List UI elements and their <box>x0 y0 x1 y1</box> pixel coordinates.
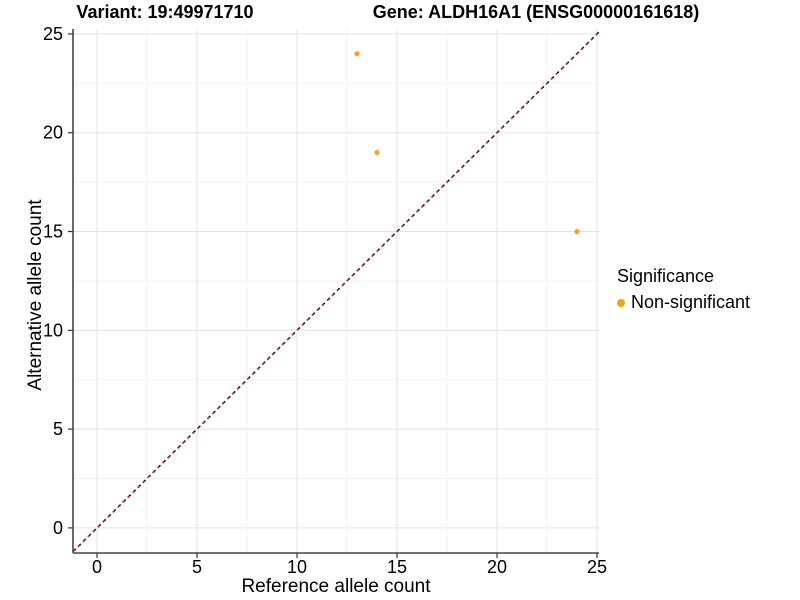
gene-title: Gene: ALDH16A1 (ENSG00000161618) <box>372 2 700 22</box>
y-tick-label: 15 <box>43 222 63 242</box>
y-axis-title: Alternative allele count <box>25 199 46 391</box>
data-point <box>574 228 580 235</box>
data-point <box>354 51 360 57</box>
y-tick-label: 25 <box>43 24 63 44</box>
legend-point-swatch <box>617 298 625 307</box>
legend-item: Non-significant <box>617 292 750 313</box>
x-tick-label: 10 <box>287 557 307 577</box>
legend-items: Non-significant <box>617 292 750 313</box>
identity-line-red-dashes <box>72 31 600 553</box>
legend-item-label: Non-significant <box>631 292 751 312</box>
x-tick-label: 0 <box>92 557 102 577</box>
x-tick-label: 5 <box>192 557 202 577</box>
x-axis-title: Reference allele count <box>241 576 431 597</box>
y-tick-label: 5 <box>53 419 63 439</box>
data-point <box>374 149 380 156</box>
y-tick-label: 20 <box>43 123 63 143</box>
x-tick-label: 15 <box>387 557 407 577</box>
legend: Significance Non-significant <box>617 266 750 313</box>
y-tick-label: 10 <box>43 320 63 340</box>
x-tick-label: 20 <box>487 557 507 577</box>
variant-title: Variant: 19:49971710 <box>76 2 254 22</box>
y-tick-label: 0 <box>53 518 63 538</box>
x-tick-label: 25 <box>587 557 607 577</box>
legend-title: Significance <box>617 266 715 286</box>
